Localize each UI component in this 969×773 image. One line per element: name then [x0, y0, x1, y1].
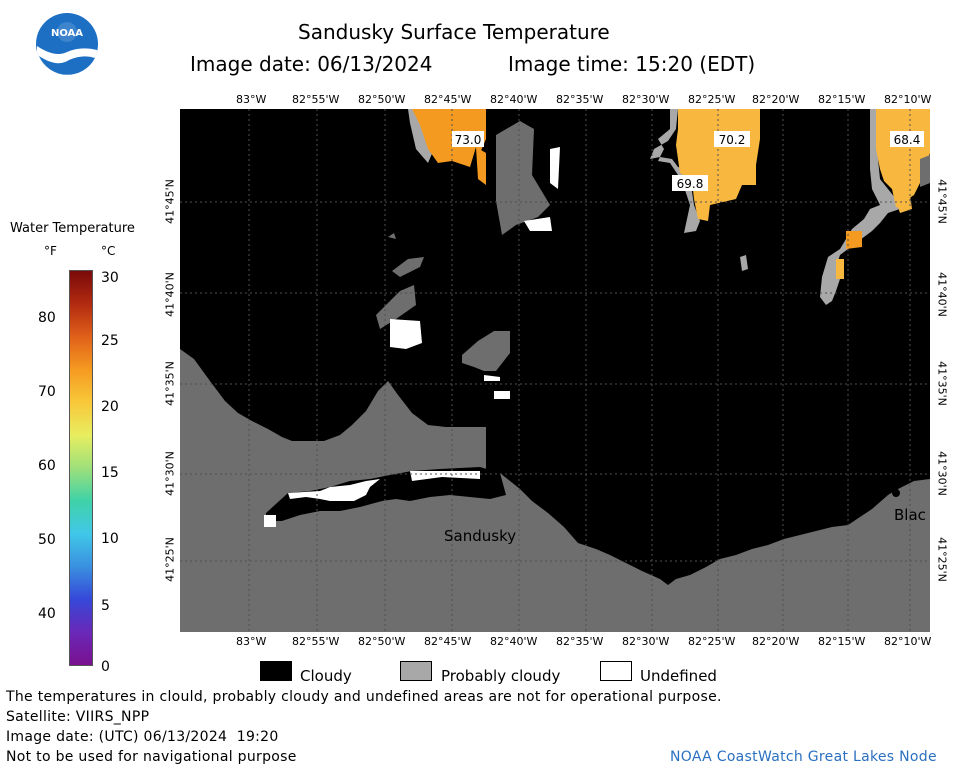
- undefined-patch: [288, 479, 380, 501]
- undefined-patch: [390, 319, 422, 349]
- colorbar-unit-c: °C: [101, 244, 116, 258]
- colorbar-c-tick: 20: [101, 399, 119, 415]
- longitude-label: 82°45'W: [424, 93, 472, 106]
- footer-navigation: Not to be used for navigational purpose: [6, 749, 297, 765]
- longitude-label: 82°40'W: [490, 93, 538, 106]
- colorbar-c-tick: 25: [101, 333, 119, 349]
- longitude-label: 82°20'W: [752, 635, 800, 648]
- latitude-label: 41°25'N: [163, 537, 177, 582]
- colorbar-c-tick: 30: [101, 270, 119, 286]
- island-small: [740, 255, 748, 271]
- footer-satellite: Satellite: VIIRS_NPP: [6, 709, 150, 725]
- image-time: Image time: 15:20 (EDT): [508, 52, 756, 76]
- undefined-patch: [524, 217, 552, 231]
- land-south-shore: [180, 349, 930, 632]
- longitude-label: 82°30'W: [622, 93, 670, 106]
- latitude-label: 41°30'N: [163, 451, 177, 496]
- gray-shore-ne: [820, 109, 900, 305]
- legend-label-probably-cloudy: Probably cloudy: [441, 667, 561, 685]
- island-gray: [462, 331, 510, 371]
- warm-water-nw: [412, 109, 486, 167]
- longitude-label: 82°30'W: [622, 635, 670, 648]
- island-gray: [496, 121, 550, 235]
- noaa-logo: NOAA: [35, 12, 99, 76]
- temp-label: 70.2: [719, 133, 746, 147]
- colorbar: [69, 270, 93, 666]
- colorbar-c-tick: 0: [101, 659, 110, 675]
- warm-water-ne-dot2: [896, 195, 912, 213]
- undefined-patch: [484, 375, 500, 381]
- longitude-label: 82°55'W: [292, 93, 340, 106]
- colorbar-unit-f: °F: [44, 244, 57, 258]
- legend-label-undefined: Undefined: [640, 667, 717, 685]
- longitude-label: 82°20'W: [752, 93, 800, 106]
- page-title: Sandusky Surface Temperature: [298, 20, 610, 44]
- warm-water-ne-dot: [836, 259, 844, 279]
- footer-utc-date: Image date: (UTC) 06/13/2024 19:20: [6, 729, 279, 745]
- island-gray: [392, 257, 424, 277]
- undefined-patch: [410, 471, 480, 481]
- longitude-label: 82°55'W: [292, 635, 340, 648]
- place-label-sandusky: Sandusky: [444, 527, 516, 545]
- latitude-label: 41°45'N: [935, 179, 949, 224]
- undefined-patch: [494, 391, 510, 399]
- undefined-patch: [550, 147, 560, 189]
- colorbar-f-tick: 60: [38, 458, 56, 474]
- longitude-label: 82°25'W: [688, 635, 736, 648]
- latitude-label: 41°30'N: [935, 451, 949, 496]
- temp-label: 69.8: [677, 177, 704, 191]
- latitude-label: 41°40'N: [935, 272, 949, 317]
- longitude-label: 82°50'W: [358, 635, 406, 648]
- island-gray: [388, 233, 396, 239]
- warm-water-nw-edge: [476, 147, 486, 185]
- longitude-label: 83°W: [236, 93, 267, 106]
- footer-credit: NOAA CoastWatch Great Lakes Node: [670, 749, 937, 765]
- legend-swatch-undefined: [600, 661, 632, 681]
- longitude-label: 82°40'W: [490, 635, 538, 648]
- legend-swatch-probably-cloudy: [400, 661, 432, 681]
- longitude-label: 82°15'W: [818, 93, 866, 106]
- colorbar-c-tick: 5: [101, 598, 110, 614]
- latitude-label: 41°25'N: [935, 537, 949, 582]
- longitude-label: 82°25'W: [688, 93, 736, 106]
- colorbar-title: Water Temperature: [10, 221, 135, 236]
- temp-label: 73.0: [455, 133, 482, 147]
- longitude-label: 82°35'W: [556, 635, 604, 648]
- map-area: 73.0 70.2 69.8 68.4 Sandusky Blac: [180, 109, 930, 632]
- undefined-patch: [264, 515, 276, 527]
- colorbar-c-tick: 15: [101, 465, 119, 481]
- legend-swatch-cloudy: [260, 661, 292, 681]
- latitude-label: 41°45'N: [163, 179, 177, 224]
- colorbar-f-tick: 40: [38, 606, 56, 622]
- longitude-label: 82°45'W: [424, 635, 472, 648]
- temp-label: 68.4: [894, 133, 921, 147]
- map-svg: 73.0 70.2 69.8 68.4 Sandusky Blac: [180, 109, 930, 632]
- longitude-label: 82°10'W: [884, 635, 932, 648]
- longitude-label: 82°35'W: [556, 93, 604, 106]
- colorbar-f-tick: 70: [38, 384, 56, 400]
- latitude-label: 41°40'N: [163, 272, 177, 317]
- image-date: Image date: 06/13/2024: [190, 52, 433, 76]
- longitude-label: 82°50'W: [358, 93, 406, 106]
- colorbar-c-tick: 10: [101, 531, 119, 547]
- latitude-label: 41°35'N: [935, 361, 949, 406]
- longitude-label: 82°15'W: [818, 635, 866, 648]
- sandusky-bay-cloud: [266, 467, 506, 521]
- place-label-blac: Blac: [894, 506, 926, 524]
- gray-shore-nc: [650, 109, 700, 233]
- longitude-label: 83°W: [236, 635, 267, 648]
- noaa-logo-text: NOAA: [51, 28, 83, 39]
- colorbar-f-tick: 80: [38, 310, 56, 326]
- colorbar-f-tick: 50: [38, 532, 56, 548]
- legend-label-cloudy: Cloudy: [300, 667, 352, 685]
- island-gray: [376, 285, 416, 329]
- land-ne: [920, 155, 930, 187]
- latitude-label: 41°35'N: [163, 361, 177, 406]
- longitude-label: 82°10'W: [884, 93, 932, 106]
- warm-water-ne-strip: [846, 231, 862, 249]
- grid-lines: [180, 109, 930, 632]
- footer-note: The temperatures in clould, probably clo…: [6, 689, 722, 705]
